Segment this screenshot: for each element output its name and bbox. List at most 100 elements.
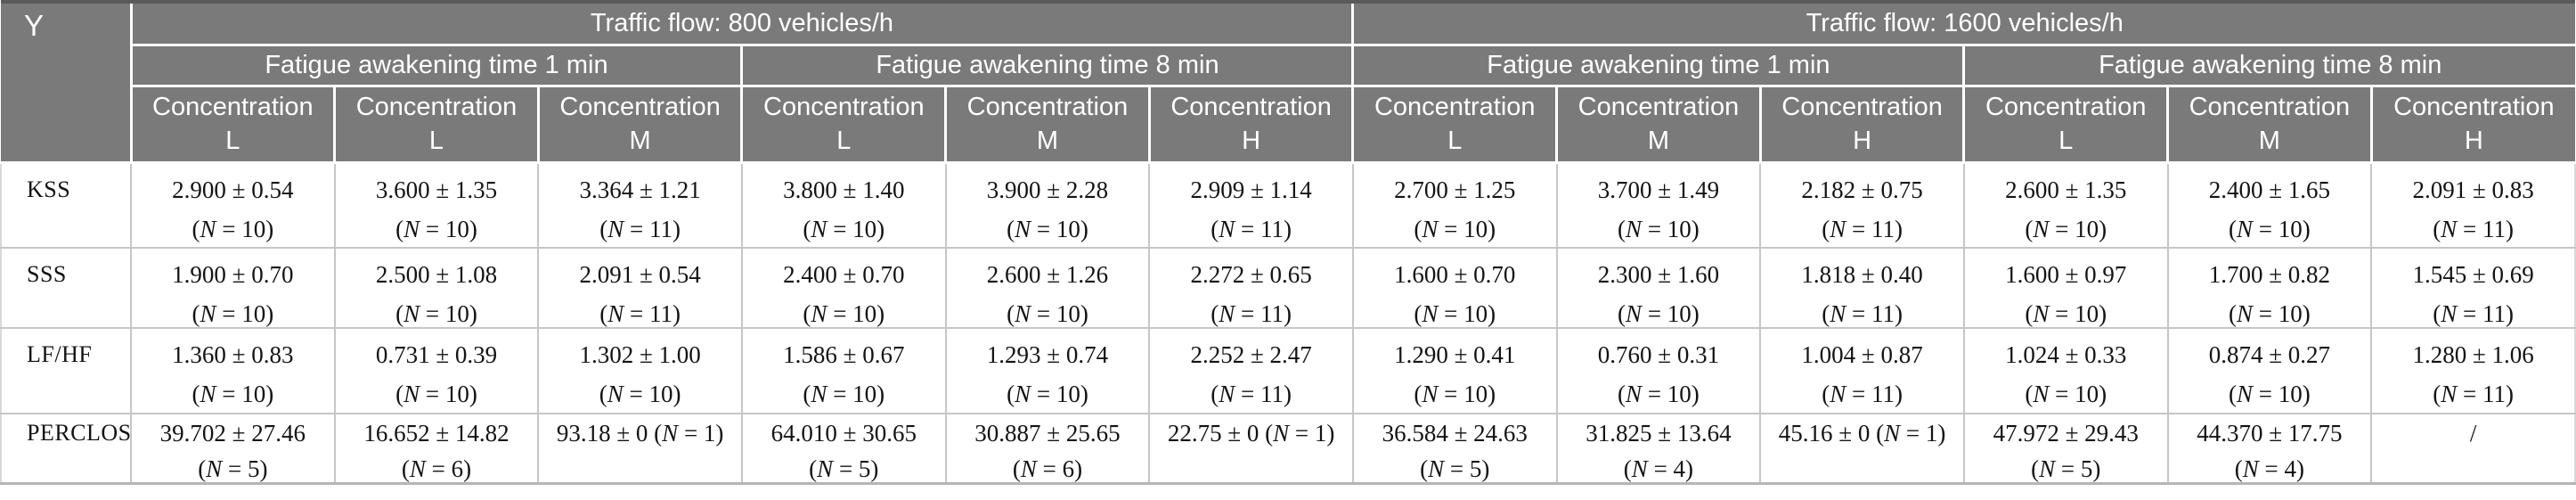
- value-cell: 2.300 ± 1.60 (N = 10): [1555, 247, 1762, 329]
- cell-n: (N = 10): [395, 215, 477, 242]
- cell-n: (N = 5): [198, 455, 268, 482]
- concentration-word: Concentration: [763, 93, 925, 121]
- cell-n: (N = 4): [2234, 455, 2304, 482]
- cell-mean: 1.280 ± 1.06: [2412, 341, 2534, 368]
- value-cell: 1.360 ± 0.83 (N = 10): [130, 327, 336, 414]
- time-group-1600-8min: Fatigue awakening time 8 min: [1962, 43, 2575, 87]
- cell-mean: 3.600 ± 1.35: [375, 176, 498, 203]
- concentration-header: Concentration L: [1962, 84, 2170, 164]
- cell-n: (N = 10): [192, 215, 274, 242]
- concentration-level: M: [1647, 127, 1669, 155]
- results-table: Y Traffic flow: 800 vehicles/h Traffic f…: [0, 0, 2576, 485]
- cell-mean: 1.600 ± 0.97: [2005, 261, 2127, 288]
- concentration-level: H: [1853, 127, 1872, 155]
- concentration-header: Concentration M: [536, 84, 744, 164]
- cell-n: (N = 10): [2229, 300, 2311, 327]
- cell-mean: 3.900 ± 2.28: [986, 176, 1109, 203]
- value-cell: 1.586 ± 0.67 (N = 10): [740, 327, 947, 414]
- header-row-traffic-flow: Y Traffic flow: 800 vehicles/h Traffic f…: [1, 0, 2575, 164]
- cell-mean: 93.18 ± 0 (N = 1): [556, 420, 724, 447]
- cell-mean: 2.091 ± 0.83: [2412, 176, 2534, 203]
- cell-n: (N = 6): [401, 455, 472, 482]
- concentration-level: L: [1447, 127, 1463, 155]
- concentration-header: Concentration H: [1147, 84, 1355, 164]
- table-row-lfhf: LF/HF 1.360 ± 0.83 (N = 10) 0.731 ± 0.39 (…: [0, 327, 2576, 414]
- cell-mean: 1.818 ± 0.40: [1801, 261, 1923, 288]
- cell-n: (N = 4): [1623, 455, 1694, 482]
- value-cell: 45.16 ± 0 (N = 1): [1759, 413, 1965, 485]
- cell-mean: 1.290 ± 0.41: [1394, 341, 1516, 368]
- cell-n: (N = 6): [1012, 455, 1083, 482]
- value-cell: 36.584 ± 24.63 (N = 5): [1351, 413, 1558, 485]
- table-row-kss: KSS 2.900 ± 0.54 (N = 10) 3.600 ± 1.35 (N …: [0, 160, 2576, 249]
- cell-mean: 45.16 ± 0 (N = 1): [1778, 420, 1946, 447]
- value-cell: 16.652 ± 14.82 (N = 6): [333, 413, 540, 485]
- header-row-awakening-time: Fatigue awakening time 1 min Fatigue awa…: [1, 43, 2575, 87]
- cell-n: (N = 10): [192, 381, 274, 407]
- value-cell: 1.024 ± 0.33 (N = 10): [1962, 327, 2169, 414]
- concentration-word: Concentration: [1985, 93, 2147, 121]
- concentration-level: L: [836, 127, 852, 155]
- row-label-sss: SSS: [0, 247, 132, 329]
- cell-mean: 3.364 ± 1.21: [579, 176, 701, 203]
- cell-mean: 2.900 ± 0.54: [172, 176, 294, 203]
- cell-mean: 2.400 ± 0.70: [783, 261, 905, 288]
- concentration-word: Concentration: [2393, 93, 2555, 121]
- cell-mean: 2.252 ± 2.47: [1190, 341, 1312, 368]
- table-header: Y Traffic flow: 800 vehicles/h Traffic f…: [1, 0, 2575, 164]
- value-cell: 3.900 ± 2.28 (N = 10): [944, 160, 1151, 249]
- cell-mean: 2.500 ± 1.08: [375, 261, 498, 288]
- value-cell: 2.909 ± 1.14 (N = 11): [1148, 160, 1354, 249]
- concentration-word: Concentration: [355, 93, 518, 121]
- cell-n: (N = 11): [1211, 215, 1292, 242]
- value-cell: 30.887 ± 25.65 (N = 6): [944, 413, 1151, 485]
- concentration-level: M: [1036, 127, 1059, 155]
- value-cell: 22.75 ± 0 (N = 1): [1148, 413, 1354, 485]
- value-cell: 39.702 ± 27.46 (N = 5): [130, 413, 336, 485]
- cell-n: (N = 11): [2433, 381, 2514, 407]
- cell-n: (N = 10): [192, 300, 274, 327]
- cell-n: (N = 10): [1618, 300, 1700, 327]
- value-cell: 2.400 ± 1.65 (N = 10): [2166, 160, 2373, 249]
- header-row-concentration: Concentration L Concentration L Concentrat…: [1, 84, 2575, 164]
- concentration-header: Concentration H: [1758, 84, 1966, 164]
- cell-mean: 1.293 ± 0.74: [986, 341, 1109, 368]
- cell-n: (N = 11): [1211, 300, 1292, 327]
- value-cell: 2.182 ± 0.75 (N = 11): [1759, 160, 1965, 249]
- flow-group-1600: Traffic flow: 1600 vehicles/h: [1351, 0, 2575, 46]
- table-row-perclos: PERCLOS 39.702 ± 27.46 (N = 5) 16.652 ± 1…: [0, 413, 2576, 485]
- cell-mean: 39.702 ± 27.46: [159, 420, 306, 447]
- table-row-sss: SSS 1.900 ± 0.70 (N = 10) 2.500 ± 1.08 (N …: [0, 247, 2576, 329]
- row-label-lfhf: LF/HF: [0, 327, 132, 414]
- concentration-header: Concentration M: [2166, 84, 2373, 164]
- cell-mean: 2.600 ± 1.35: [2005, 176, 2127, 203]
- time-group-800-1min: Fatigue awakening time 1 min: [131, 43, 744, 87]
- value-cell: 0.874 ± 0.27 (N = 10): [2166, 327, 2373, 414]
- cell-n: (N = 10): [1007, 215, 1088, 242]
- cell-n: (N = 11): [599, 300, 681, 327]
- value-cell: 1.600 ± 0.97 (N = 10): [1962, 247, 2169, 329]
- concentration-word: Concentration: [966, 93, 1129, 121]
- flow-group-800: Traffic flow: 800 vehicles/h: [129, 0, 1355, 46]
- concentration-word: Concentration: [1577, 93, 1740, 121]
- cell-mean: 1.024 ± 0.33: [2005, 341, 2127, 368]
- value-cell: 1.280 ± 1.06 (N = 11): [2370, 327, 2576, 414]
- concentration-level: H: [2464, 127, 2483, 155]
- cell-mean: 2.300 ± 1.60: [1597, 261, 1720, 288]
- cell-n: (N = 10): [1007, 300, 1088, 327]
- value-cell: 2.091 ± 0.54 (N = 11): [537, 247, 743, 329]
- concentration-word: Concentration: [559, 93, 721, 121]
- value-cell: 0.760 ± 0.31 (N = 10): [1555, 327, 1762, 414]
- cell-n: (N = 5): [1420, 455, 1490, 482]
- cell-n: (N = 10): [1007, 381, 1088, 407]
- cell-n: (N = 10): [803, 300, 885, 327]
- value-cell: 44.370 ± 17.75 (N = 4): [2166, 413, 2373, 485]
- concentration-header: Concentration L: [740, 84, 948, 164]
- value-cell: 1.700 ± 0.82 (N = 10): [2166, 247, 2373, 329]
- value-cell: 3.800 ± 1.40 (N = 10): [740, 160, 947, 249]
- cell-n: (N = 11): [1822, 381, 1903, 407]
- value-cell: 2.400 ± 0.70 (N = 10): [740, 247, 947, 329]
- cell-mean: 2.091 ± 0.54: [579, 261, 701, 288]
- cell-n: (N = 11): [2433, 300, 2514, 327]
- value-cell: 2.600 ± 1.35 (N = 10): [1962, 160, 2169, 249]
